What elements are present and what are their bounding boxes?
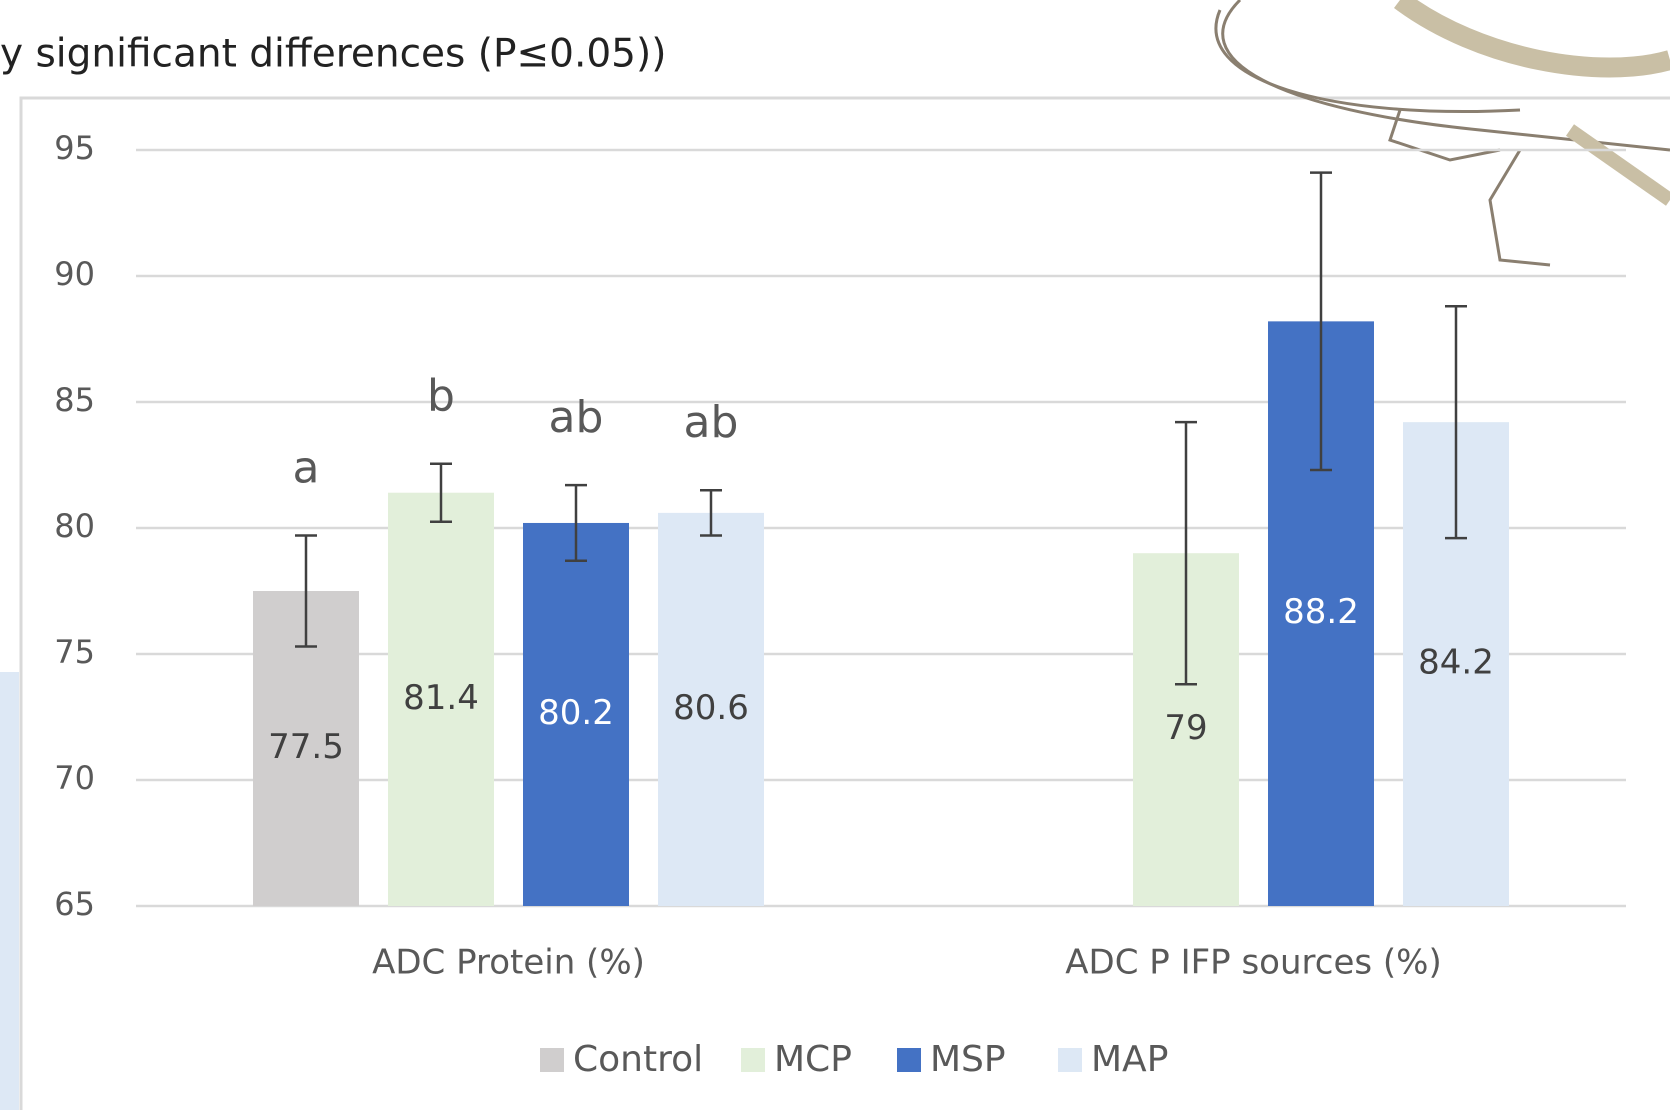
y-tick-label: 70 xyxy=(54,759,95,797)
y-tick-label: 95 xyxy=(54,129,95,167)
chart-frame xyxy=(19,96,1670,1114)
legend-label: Control xyxy=(573,1039,703,1080)
y-tick-label: 90 xyxy=(54,255,95,293)
x-tick-label: ADC Protein (%) xyxy=(372,943,645,983)
significance-letter: ab xyxy=(549,392,604,443)
legend-label: MAP xyxy=(1091,1039,1168,1080)
significance-letter: b xyxy=(427,371,455,422)
y-tick-label: 65 xyxy=(54,885,95,923)
legend-label: MSP xyxy=(930,1039,1006,1080)
bar xyxy=(388,492,494,906)
data-label: 80.6 xyxy=(673,688,749,728)
legend-swatch xyxy=(741,1048,765,1072)
data-label: 80.2 xyxy=(538,693,614,733)
x-tick-label: ADC P IFP sources (%) xyxy=(1065,943,1441,983)
legend-swatch xyxy=(540,1048,564,1072)
legend-swatch xyxy=(1058,1048,1082,1072)
data-label: 84.2 xyxy=(1418,643,1494,683)
y-tick-label: 85 xyxy=(54,381,95,419)
y-tick-label: 80 xyxy=(54,507,95,545)
chart-title: y significant differences (P≤0.05)) xyxy=(0,32,666,77)
legend-label: MCP xyxy=(774,1039,852,1080)
side-panel xyxy=(0,672,19,1110)
legend-swatch xyxy=(897,1048,921,1072)
significance-letter: ab xyxy=(684,397,739,448)
data-label: 79 xyxy=(1164,708,1207,748)
data-label: 77.5 xyxy=(268,727,344,767)
decoration xyxy=(1214,0,1670,267)
data-label: 88.2 xyxy=(1283,592,1359,632)
bar xyxy=(658,512,764,906)
y-tick-label: 75 xyxy=(54,633,95,671)
data-label: 81.4 xyxy=(403,678,479,718)
significance-letter: a xyxy=(293,443,320,494)
bar xyxy=(523,522,629,906)
